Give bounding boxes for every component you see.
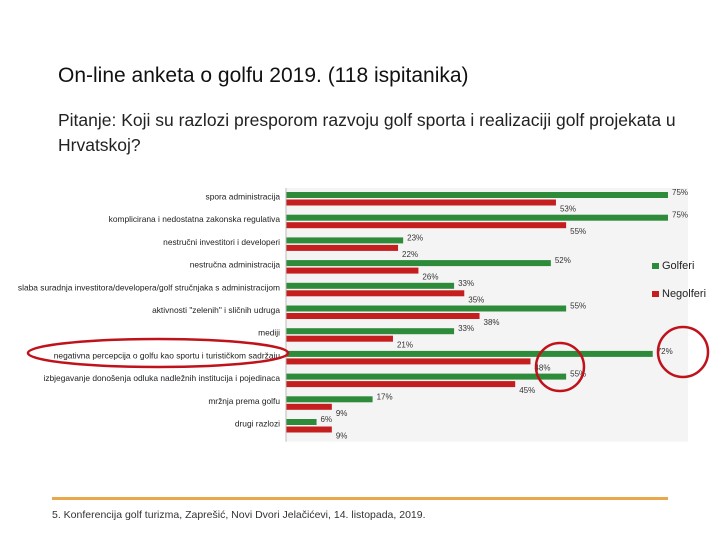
annotations-group (26, 325, 710, 393)
bar-golferi (286, 214, 668, 221)
footer-divider (52, 497, 668, 500)
value-label-negolferi: 35% (468, 295, 484, 304)
value-label-negolferi: 45% (519, 386, 535, 395)
bar-negolferi (286, 358, 531, 365)
bar-negolferi (286, 222, 567, 229)
category-label: aktivnosti "zelenih" i sličnih udruga (152, 305, 280, 315)
bar-golferi (286, 350, 653, 357)
category-label: drugi razlozi (235, 419, 280, 429)
highlight-circle-negolferi (534, 341, 586, 393)
bar-golferi (286, 192, 668, 198)
bar-negolferi (286, 267, 419, 274)
category-label: izbjegavanje donošenja odluka nadležnih … (43, 373, 280, 383)
bar-negolferi (286, 381, 516, 388)
bar-golferi (286, 237, 404, 244)
bar-golferi (286, 419, 317, 425)
category-label: nestručna administracija (190, 260, 281, 270)
bars-group (285, 188, 688, 442)
labels-group: spora administracija 75% 53% komplicirana i… (18, 188, 688, 441)
bar-golferi (286, 260, 551, 267)
value-label-golferi: 75% (672, 211, 688, 220)
bar-negolferi (286, 403, 332, 410)
category-label: komplicirana i nedostatna zakonska regul… (109, 214, 281, 224)
highlight-circle-golferi (656, 325, 710, 379)
value-label-golferi: 72% (657, 347, 673, 356)
legend-swatch-golferi (652, 263, 659, 269)
bar-negolferi (286, 313, 480, 319)
bar-negolferi (286, 244, 399, 251)
value-label-negolferi: 48% (534, 363, 550, 372)
bar-golferi (286, 282, 455, 289)
value-label-negolferi: 21% (397, 341, 413, 350)
value-label-golferi: 52% (555, 256, 571, 265)
category-label: nestručni investitori i developeri (163, 237, 280, 247)
value-label-negolferi: 9% (336, 409, 348, 418)
value-label-golferi: 75% (672, 188, 688, 197)
legend: Golferi Negolferi (652, 260, 706, 300)
bar-golferi (286, 373, 567, 380)
category-label: slaba suradnja investitora/developera/go… (18, 282, 280, 292)
value-label-negolferi: 9% (336, 432, 348, 441)
bar-negolferi (286, 290, 465, 297)
value-label-golferi: 23% (407, 233, 423, 242)
value-label-golferi: 55% (570, 302, 586, 311)
bar-golferi (286, 396, 373, 403)
bar-negolferi (286, 335, 393, 342)
legend-label-golferi: Golferi (662, 260, 694, 272)
value-label-negolferi: 22% (402, 250, 418, 259)
highlight-ellipse-category (26, 337, 290, 369)
value-label-golferi: 6% (321, 415, 333, 424)
value-label-negolferi: 53% (560, 205, 576, 214)
value-label-golferi: 33% (458, 279, 474, 288)
footer-text: 5. Konferencija golf turizma, Zaprešić, … (52, 509, 426, 521)
slide-title: On-line anketa o golfu 2019. (118 ispita… (58, 64, 469, 87)
bar-golferi (286, 328, 455, 335)
category-label: mržnja prema golfu (208, 396, 280, 406)
value-label-golferi: 17% (377, 392, 393, 401)
value-label-negolferi: 55% (570, 227, 586, 236)
bar-negolferi (286, 426, 332, 433)
category-label: mediji (258, 328, 280, 338)
legend-swatch-negolferi (652, 291, 659, 297)
value-label-golferi: 33% (458, 324, 474, 333)
legend-label-negolferi: Negolferi (662, 288, 706, 300)
value-label-negolferi: 26% (422, 273, 438, 282)
value-label-negolferi: 38% (484, 318, 500, 327)
category-label: spora administracija (206, 192, 281, 202)
value-label-golferi: 55% (570, 370, 586, 379)
category-label: negativna percepcija o golfu kao sportu … (54, 350, 281, 360)
bar-golferi (286, 305, 567, 312)
survey-question: Pitanje: Koji su razlozi presporom razvo… (58, 110, 676, 155)
bar-negolferi (286, 199, 556, 206)
